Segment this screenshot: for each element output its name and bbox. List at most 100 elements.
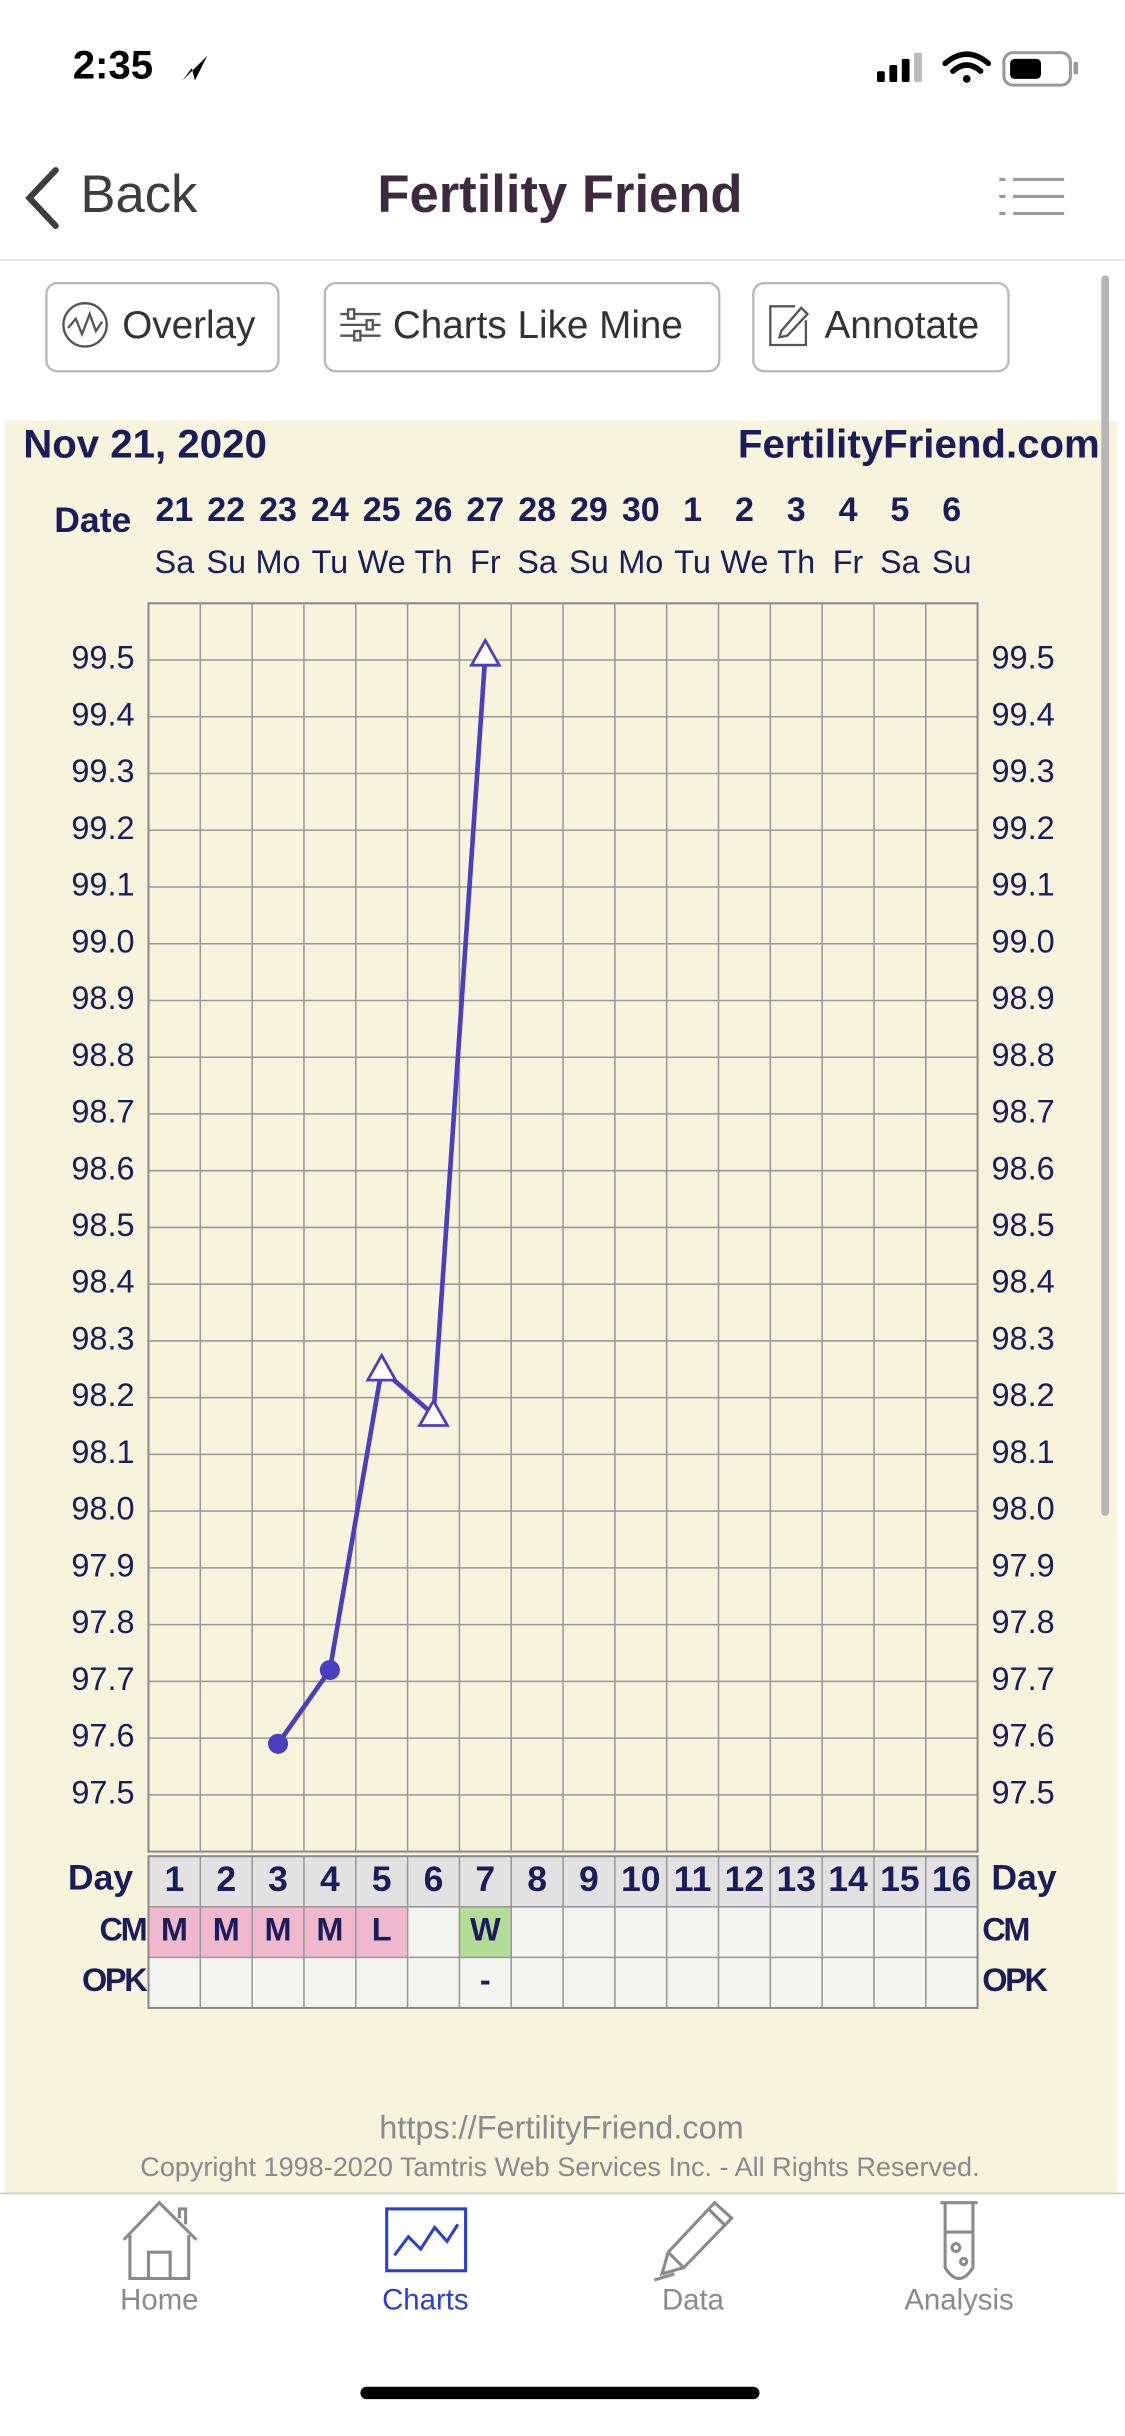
overlay-label[interactable]: Overlay: [122, 304, 256, 347]
cycle-day: 11: [674, 1859, 712, 1899]
footer-url: https://FertilityFriend.com: [379, 2110, 743, 2146]
x-weekday-label: Sa: [155, 544, 196, 580]
table-cell: L: [372, 1912, 392, 1948]
overlay-button[interactable]: [45, 281, 280, 373]
cycle-day: 10: [621, 1859, 661, 1899]
row-label-right: OPK: [982, 1962, 1048, 1998]
cycle-day: 6: [424, 1859, 444, 1899]
y-tick-label: 99.4: [71, 696, 134, 732]
annotate-icon: [769, 305, 810, 347]
x-weekday-label: We: [720, 544, 768, 580]
y-tick-label: 98.7: [71, 1094, 134, 1130]
y-tick-label: 98.4: [71, 1264, 134, 1300]
back-chevron[interactable]: [25, 167, 59, 229]
table-cell: M: [316, 1912, 343, 1948]
x-date-label: 21: [155, 491, 193, 529]
cycle-day: 16: [932, 1859, 972, 1899]
cycle-day: 5: [372, 1859, 392, 1899]
scrollbar: [1101, 275, 1110, 1516]
x-date-label: 23: [259, 491, 297, 529]
x-date-label: 26: [415, 491, 453, 529]
tab-label[interactable]: Home: [120, 2283, 198, 2316]
cycle-day: 14: [828, 1859, 868, 1899]
y-tick-label-right: 99.4: [992, 696, 1055, 732]
data-icon[interactable]: [653, 2200, 734, 2282]
charts-icon[interactable]: [385, 2207, 468, 2273]
y-tick-label-right: 98.6: [992, 1150, 1055, 1186]
menu-icon[interactable]: [999, 177, 1065, 216]
annotate-label[interactable]: Annotate: [824, 304, 979, 347]
x-date-label: 2: [735, 491, 754, 529]
table-cell: M: [161, 1912, 188, 1948]
y-tick-label-right: 97.9: [992, 1547, 1055, 1583]
x-weekday-label: Tu: [312, 544, 349, 580]
tab-label[interactable]: Charts: [382, 2283, 469, 2316]
x-date-label: 22: [207, 491, 245, 529]
home-icon[interactable]: [122, 2200, 198, 2281]
tabs: Home Charts Data Analysis: [120, 2283, 1014, 2316]
x-weekday-label: Sa: [517, 544, 558, 580]
charts-like-mine-button[interactable]: [323, 281, 721, 373]
x-weekday-label: Fr: [833, 544, 864, 580]
cycle-day: 9: [579, 1859, 599, 1899]
y-tick-label-right: 97.5: [992, 1774, 1055, 1810]
y-tick-label: 97.9: [71, 1547, 134, 1583]
y-tick-label: 98.1: [71, 1434, 134, 1470]
analysis-icon[interactable]: [940, 2201, 978, 2281]
signal-icon: [877, 52, 922, 83]
cycle-day: 3: [268, 1859, 288, 1899]
sliders-icon: [340, 308, 381, 342]
chart: Nov 21, 2020 FertilityFriend.com Date 97…: [23, 422, 1100, 2009]
y-tick-label: 99.0: [71, 923, 134, 959]
table-frame: [147, 1855, 979, 2009]
marker-circle: [267, 1733, 289, 1754]
status-time: 2:35: [73, 43, 153, 88]
location-icon: [182, 55, 208, 81]
y-tick-label: 98.5: [71, 1207, 134, 1243]
y-tick-label-right: 98.0: [992, 1491, 1055, 1527]
y-tick-label: 98.2: [71, 1377, 134, 1413]
x-weekday-label: We: [358, 544, 406, 580]
cycle-day: 2: [216, 1859, 236, 1899]
table-cell: W: [470, 1912, 501, 1948]
tab-label[interactable]: Analysis: [904, 2283, 1013, 2316]
cycle-day: 15: [880, 1859, 920, 1899]
y-tick-label-right: 98.4: [992, 1264, 1055, 1300]
table-cell-fill: [355, 1906, 408, 1958]
cycle-day: 1: [165, 1859, 185, 1899]
x-date-label: 27: [466, 491, 504, 529]
tab-label[interactable]: Data: [662, 2283, 725, 2316]
table-cell: M: [213, 1912, 240, 1948]
y-tick-label: 98.0: [71, 1491, 134, 1527]
table-cell: -: [480, 1962, 491, 1998]
y-tick-label: 99.3: [71, 753, 134, 789]
y-tick-label-right: 98.8: [992, 1037, 1055, 1073]
date-label: Date: [54, 500, 131, 540]
y-tick-label-right: 97.8: [992, 1604, 1055, 1640]
y-tick-label: 98.9: [71, 980, 134, 1016]
annotate-button[interactable]: [752, 281, 1010, 373]
cycle-day: 7: [475, 1859, 495, 1899]
table-cell-fill: [148, 1906, 201, 1958]
x-date-label: 24: [311, 491, 349, 529]
cycle-day: 4: [320, 1859, 340, 1899]
charts-like-mine-label[interactable]: Charts Like Mine: [393, 304, 683, 347]
y-tick-label: 97.8: [71, 1604, 134, 1640]
y-tick-label: 98.6: [71, 1150, 134, 1186]
y-tick-label-right: 97.7: [992, 1661, 1055, 1697]
table-cell-fill: [252, 1906, 304, 1958]
y-tick-label-right: 99.5: [992, 640, 1055, 676]
y-tick-label: 98.3: [71, 1320, 134, 1356]
y-tick-label-right: 99.1: [992, 867, 1055, 903]
x-date-label: 6: [942, 491, 961, 529]
chart-site: FertilityFriend.com: [738, 422, 1100, 467]
x-weekday-label: Th: [777, 544, 815, 580]
y-tick-label-right: 98.3: [992, 1320, 1055, 1356]
x-date-label: 30: [622, 491, 660, 529]
y-tick-label: 97.6: [71, 1718, 134, 1754]
x-date-label: 1: [683, 491, 702, 529]
back-button[interactable]: Back: [80, 165, 198, 224]
x-weekday-label: Fr: [470, 544, 501, 580]
chart-title: Nov 21, 2020: [23, 422, 267, 467]
